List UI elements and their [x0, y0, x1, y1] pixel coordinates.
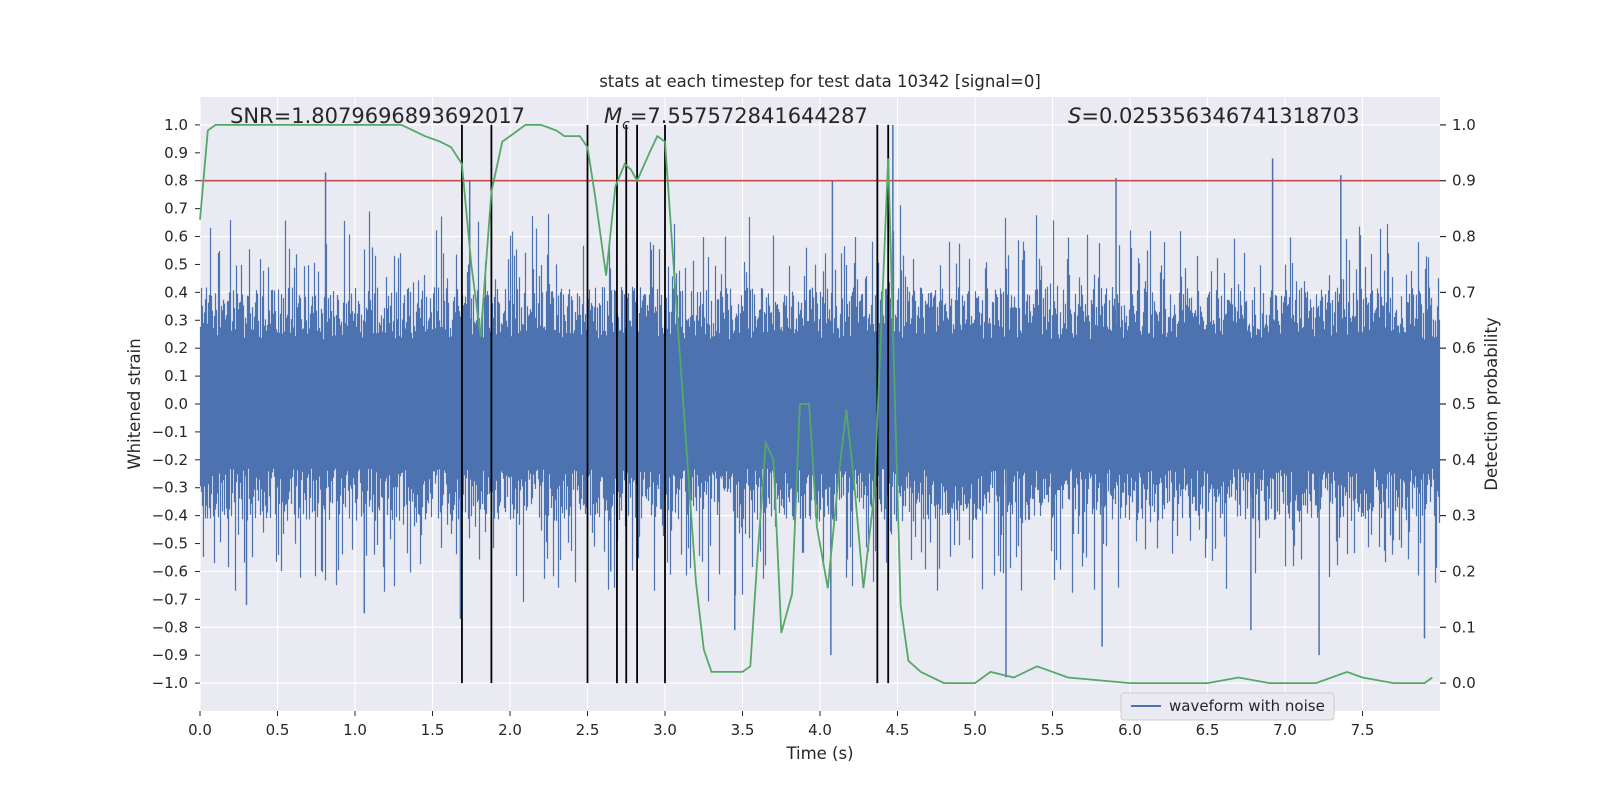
chart-title: stats at each timestep for test data 103…: [599, 72, 1041, 91]
y2-tick-label: 0.8: [1452, 228, 1476, 246]
s-annotation: S=0.025356346741318703: [1068, 104, 1359, 128]
y-tick-label: 0.0: [164, 395, 188, 413]
y2-tick-label: 0.5: [1452, 395, 1476, 413]
chirp-mass-annotation: Mc=7.557572841644287: [604, 104, 868, 133]
x-tick-label: 5.5: [1041, 721, 1065, 739]
y-tick-label: −0.3: [152, 479, 188, 497]
legend-box: [1120, 692, 1335, 721]
y-axis-label: Whitened strain: [125, 338, 144, 469]
y2-tick-label: 0.1: [1452, 618, 1476, 636]
y-tick-label: 0.6: [164, 228, 188, 246]
x-tick-label: 1.0: [343, 721, 367, 739]
detection-probability-line: [199, 124, 1433, 684]
x-tick-label: 6.5: [1196, 721, 1220, 739]
y-tick-label: −0.2: [152, 451, 188, 469]
y2-tick-label: 0.4: [1452, 451, 1476, 469]
chirp-mass-symbol: M: [604, 104, 622, 128]
y-tick-label: −0.7: [152, 590, 188, 608]
y-tick-label: 0.2: [164, 339, 188, 357]
y-tick-label: −0.5: [152, 535, 188, 553]
x-tick-label: 4.0: [808, 721, 832, 739]
y-tick-label: 0.5: [164, 255, 188, 273]
y-tick-label: 1.0: [164, 116, 188, 134]
x-tick-label: 4.5: [886, 721, 910, 739]
x-tick-label: 0.0: [188, 721, 212, 739]
waveform-series: [199, 124, 1441, 678]
y2-tick-label: 0.0: [1452, 674, 1476, 692]
y-tick-label: −0.6: [152, 562, 188, 580]
legend: waveform with noise: [1120, 692, 1335, 721]
y2-tick-label: 0.2: [1452, 562, 1476, 580]
x-tick-label: 2.5: [576, 721, 600, 739]
x-axis: 0.0 0.5 1.0 1.5 2.0 2.5 3.0 3.5 4.0 4.5 5.0 5.5 6.0 6…: [188, 711, 1374, 739]
y2-tick-label: 1.0: [1452, 116, 1476, 134]
y-tick-label: −0.1: [152, 423, 188, 441]
y-tick-label: −0.4: [152, 507, 188, 525]
s-value: =0.025356346741318703: [1081, 104, 1359, 128]
y-tick-label: −0.8: [152, 618, 188, 636]
x-tick-label: 2.0: [498, 721, 522, 739]
x-tick-label: 1.5: [421, 721, 445, 739]
s-symbol: S: [1068, 104, 1081, 128]
x-tick-label: 6.0: [1118, 721, 1142, 739]
y2-tick-label: 0.3: [1452, 507, 1476, 525]
chirp-mass-value: =7.557572841644287: [630, 104, 868, 128]
y-axis-left: 1.0 0.9 0.8 0.7 0.6 0.5 0.4 0.3 0.2 0.1 0.0 −0.1 −0.…: [152, 116, 200, 692]
y2-tick-label: 0.6: [1452, 339, 1476, 357]
y-axis-right: 1.0 0.9 0.8 0.7 0.6 0.5 0.4 0.3 0.2 0.1 0.0: [1440, 116, 1476, 692]
x-tick-label: 3.0: [653, 721, 677, 739]
y2-axis-label: Detection probability: [1482, 317, 1501, 491]
x-tick-label: 7.5: [1351, 721, 1375, 739]
x-axis-label: Time (s): [785, 744, 853, 763]
x-tick-label: 3.5: [731, 721, 755, 739]
y-tick-label: −1.0: [152, 674, 188, 692]
x-tick-label: 7.0: [1273, 721, 1297, 739]
y-tick-label: 0.9: [164, 144, 188, 162]
x-tick-label: 0.5: [266, 721, 290, 739]
y-tick-label: 0.3: [164, 311, 188, 329]
legend-label: waveform with noise: [1169, 697, 1325, 715]
y-tick-label: −0.9: [152, 646, 188, 664]
y-tick-label: 0.7: [164, 200, 188, 218]
y-tick-label: 0.8: [164, 172, 188, 190]
y2-tick-label: 0.7: [1452, 283, 1476, 301]
y-tick-label: 0.1: [164, 367, 188, 385]
chirp-mass-subscript: c: [622, 117, 630, 133]
x-tick-label: 5.0: [963, 721, 987, 739]
y2-tick-label: 0.9: [1452, 172, 1476, 190]
y-tick-label: 0.4: [164, 283, 188, 301]
snr-annotation: SNR=1.8079696893692017: [230, 104, 525, 128]
